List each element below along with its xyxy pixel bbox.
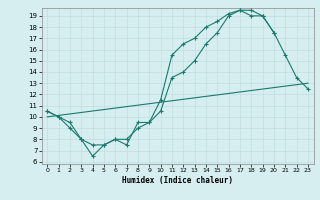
- X-axis label: Humidex (Indice chaleur): Humidex (Indice chaleur): [122, 176, 233, 185]
